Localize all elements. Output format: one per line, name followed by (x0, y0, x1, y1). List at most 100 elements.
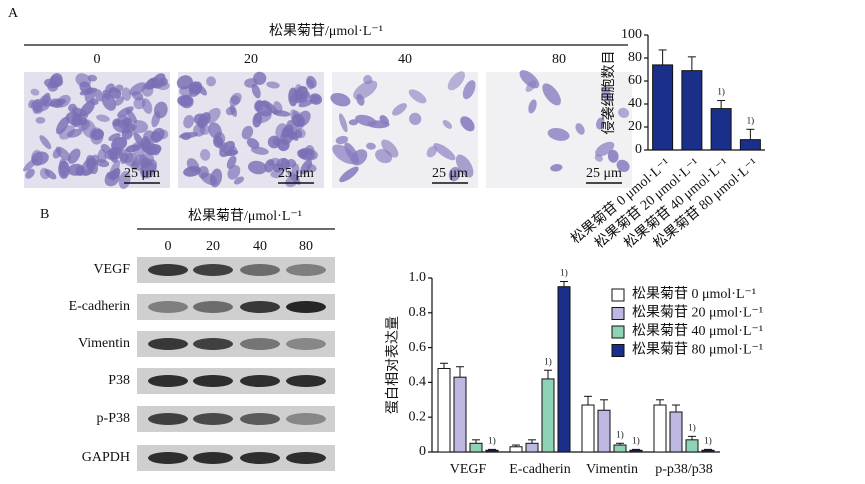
cell (125, 144, 141, 153)
legend-swatch (611, 344, 625, 357)
cell (197, 165, 209, 179)
cell (618, 107, 630, 118)
band (286, 413, 326, 425)
significance-mark: 1) (632, 435, 640, 445)
cell (206, 76, 216, 87)
cell (338, 113, 348, 133)
cell (176, 75, 193, 90)
cell (447, 71, 465, 91)
y-tick-label: 40 (628, 96, 642, 111)
cell (233, 176, 245, 185)
bar (557, 286, 571, 453)
band (193, 338, 233, 350)
bar (739, 139, 761, 151)
y-tick-label: 0.6 (409, 340, 427, 355)
cell (309, 93, 323, 105)
cell (153, 101, 168, 119)
bar (701, 449, 715, 453)
cell (250, 146, 269, 155)
band (148, 264, 188, 276)
cell (40, 95, 52, 107)
cell (264, 159, 275, 173)
band (240, 338, 280, 350)
cell (116, 115, 131, 129)
cell (363, 75, 373, 85)
cell (186, 158, 200, 173)
y-tick-label: 100 (621, 27, 642, 42)
bar (597, 409, 611, 453)
y-tick-label: 60 (628, 73, 642, 88)
scale-bar-label: 25 μm (432, 166, 468, 181)
concentration-label: 80 (299, 239, 313, 254)
cell (528, 99, 537, 114)
cell (179, 94, 194, 109)
y-tick-label: 0 (635, 142, 642, 157)
legend-swatch (611, 325, 625, 339)
cell (142, 140, 157, 156)
y-tick-label: 20 (628, 119, 642, 134)
concentration-label: 80 (552, 52, 566, 67)
cell (158, 129, 169, 140)
cell (68, 103, 78, 113)
cell (433, 143, 456, 161)
protein-label: VEGF (93, 262, 130, 277)
cell (25, 168, 35, 179)
panel-label: B (40, 207, 49, 222)
cell (280, 157, 291, 169)
y-tick-label: 80 (628, 50, 642, 65)
cell (575, 123, 585, 135)
protein-label: p-P38 (97, 411, 130, 426)
cell (39, 135, 52, 150)
cell (601, 87, 612, 101)
cell (91, 128, 105, 141)
cell (426, 146, 437, 158)
cell (244, 78, 258, 88)
cells (330, 71, 476, 183)
legend-swatch (611, 288, 625, 302)
y-axis-label: 蛋白相对表达量 (385, 316, 401, 414)
protein-label: Vimentin (78, 336, 130, 351)
legend-label: 松果菊苷 0 μmol·L⁻¹ (632, 286, 756, 302)
x-tick-label: E-cadherin (509, 462, 570, 477)
significance-mark: 1) (717, 87, 725, 97)
cell (32, 101, 42, 114)
cell (339, 166, 359, 183)
cell (59, 125, 76, 140)
band (148, 413, 188, 425)
cell (118, 171, 131, 189)
cell (291, 163, 300, 177)
bar (437, 367, 451, 453)
panel-header: 松果菊苷/μmol·L⁻¹ (188, 208, 302, 224)
cell (229, 92, 242, 107)
cell (299, 148, 308, 159)
cell (460, 116, 475, 132)
cell (67, 148, 81, 164)
cell (355, 114, 377, 127)
cell (607, 149, 619, 163)
scale-bar-label: 25 μm (586, 166, 622, 181)
concentration-label: 20 (206, 239, 220, 254)
cell (78, 120, 90, 131)
y-tick-label: 1.0 (409, 270, 427, 285)
band (240, 452, 280, 464)
x-tick-label: p-p38/p38 (655, 462, 713, 477)
cell (180, 132, 191, 141)
cell (117, 106, 134, 118)
cell (150, 131, 162, 143)
cell (277, 138, 290, 152)
concentration-label: 20 (244, 52, 258, 67)
y-tick-label: 0.4 (409, 375, 427, 390)
cell (409, 112, 422, 126)
significance-mark: 1) (544, 356, 552, 366)
cell (366, 142, 376, 150)
scale-bar-label: 25 μm (124, 166, 160, 181)
significance-mark: 1) (488, 435, 496, 445)
y-tick-label: 0.8 (409, 305, 427, 320)
y-axis-label: 侵袭细胞数目 (600, 51, 617, 135)
cell (379, 115, 389, 126)
cell (205, 107, 221, 124)
band (286, 338, 326, 350)
band (193, 264, 233, 276)
cell (330, 92, 351, 107)
